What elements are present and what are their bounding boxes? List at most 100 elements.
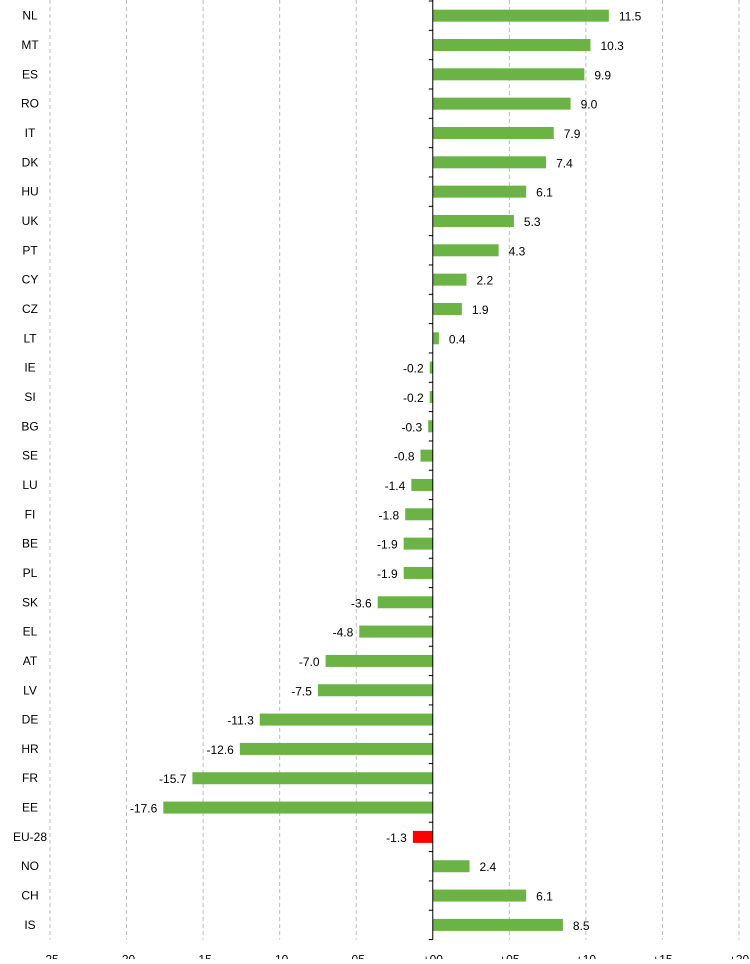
category-label: CH	[21, 889, 38, 903]
bars	[163, 9, 609, 931]
labels: -25 -20 -15 -10 -05 +00 +05 +10 +15 +20 NL 11.5 MT 10…	[13, 9, 750, 964]
data-label: 2.4	[480, 860, 497, 874]
bar-pt	[432, 244, 499, 257]
category-label: FI	[25, 507, 36, 521]
data-label: 6.1	[536, 890, 553, 904]
data-label: -15.7	[159, 772, 187, 786]
category-label: CZ	[22, 302, 38, 316]
data-label: 10.3	[600, 39, 624, 53]
bar-hr	[239, 742, 433, 755]
bar-nl	[432, 9, 609, 22]
data-label: 1.9	[472, 303, 489, 317]
category-label: IT	[25, 126, 36, 140]
category-label: EE	[22, 801, 38, 815]
category-label: SE	[22, 449, 38, 463]
data-label: 6.1	[536, 186, 553, 200]
x-tick-label: -20	[118, 953, 136, 959]
category-label: RO	[21, 97, 39, 111]
bar-ch	[432, 889, 527, 902]
bar-hu	[432, 185, 527, 198]
category-label: LT	[23, 331, 37, 345]
data-label: -1.8	[379, 508, 400, 522]
data-label: 7.9	[564, 127, 581, 141]
category-label: DE	[22, 713, 39, 727]
bar-is	[432, 918, 563, 931]
bar-fi	[405, 508, 433, 521]
bar-lv	[317, 684, 433, 697]
x-tick-label: +05	[499, 953, 520, 959]
category-label: SI	[24, 390, 35, 404]
category-label: ES	[22, 67, 38, 81]
category-label: SK	[22, 595, 38, 609]
data-label: 11.5	[619, 10, 642, 24]
data-label: -0.2	[403, 391, 424, 405]
x-tick-label: +00	[423, 953, 444, 959]
data-label: 0.4	[449, 332, 466, 346]
category-label: HR	[21, 742, 39, 756]
data-label: -4.8	[333, 626, 354, 640]
bar-bg	[428, 420, 433, 433]
data-label: 2.2	[476, 274, 493, 288]
data-label: 9.0	[581, 98, 598, 112]
bar-uk	[432, 214, 514, 227]
zero-axis	[428, 0, 434, 941]
category-label: HU	[21, 185, 38, 199]
bar-el	[359, 625, 433, 638]
bar-si	[429, 390, 433, 403]
bar-no	[432, 860, 470, 873]
data-label: -3.6	[351, 596, 372, 610]
category-label: CY	[22, 273, 39, 287]
bar-fr	[192, 772, 433, 785]
category-label: PL	[23, 566, 38, 580]
bar-de	[259, 713, 433, 726]
data-label: -7.5	[291, 684, 312, 698]
data-label: -1.9	[377, 567, 398, 581]
bar-lt	[432, 332, 439, 345]
x-tick-label: +20	[729, 953, 750, 959]
bar-ie	[429, 361, 433, 374]
data-label: -1.4	[385, 479, 406, 493]
x-tick-label: -15	[194, 953, 212, 959]
x-tick-label: -10	[271, 953, 289, 959]
gridlines	[49, 0, 740, 940]
data-label: 7.4	[556, 156, 573, 170]
data-label: -1.3	[386, 831, 407, 845]
data-label: -11.3	[227, 714, 254, 728]
data-label: 9.9	[594, 68, 611, 82]
x-tick-label: -25	[41, 953, 59, 959]
data-label: -0.3	[401, 420, 422, 434]
category-label: MT	[21, 38, 39, 52]
category-label: EU-28	[13, 830, 47, 844]
category-label: IS	[24, 918, 35, 932]
data-label: 4.3	[509, 244, 526, 258]
bar-ee	[163, 801, 433, 814]
data-label: 8.5	[573, 919, 590, 933]
bar-pl	[403, 566, 433, 579]
bar-mt	[432, 38, 591, 51]
bar-sk	[377, 596, 433, 609]
data-label: 5.3	[524, 215, 541, 229]
x-tick-label: +15	[652, 953, 673, 959]
data-label: -7.0	[299, 655, 320, 669]
x-tick-label: +10	[576, 953, 597, 959]
data-label: -1.9	[377, 538, 398, 552]
x-tick-label: -05	[348, 953, 366, 959]
category-label: LV	[23, 683, 37, 697]
category-label: EL	[23, 625, 38, 639]
bar-cz	[432, 302, 462, 315]
bar-lu	[411, 478, 433, 491]
bar-it	[432, 126, 554, 139]
data-label: -12.6	[206, 743, 234, 757]
category-label: IE	[24, 361, 35, 375]
category-label: BG	[21, 419, 38, 433]
category-label: PT	[22, 243, 38, 257]
category-label: UK	[22, 214, 39, 228]
bar-eu-28	[412, 830, 433, 843]
category-label: NL	[22, 9, 38, 23]
category-label: AT	[23, 654, 38, 668]
bar-se	[420, 449, 433, 462]
category-label: DK	[22, 155, 39, 169]
category-label: LU	[22, 478, 37, 492]
data-label: -17.6	[130, 802, 158, 816]
category-label: BE	[22, 537, 38, 551]
